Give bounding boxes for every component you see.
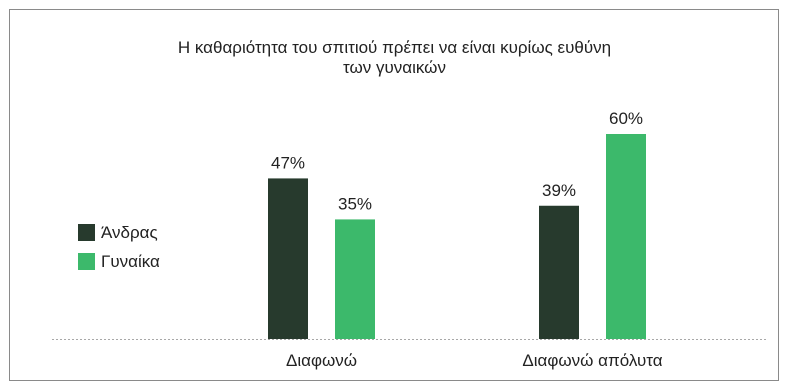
legend-label-women: Γυναίκα: [101, 251, 160, 271]
bar-1-0: [539, 205, 579, 339]
bar-1-1: [606, 134, 646, 339]
chart-title-line-2: των γυναικών: [343, 58, 446, 77]
legend-label-men: Άνδρας: [101, 222, 158, 242]
data-label-1-0: 39%: [542, 181, 576, 200]
data-label-0-1: 35%: [338, 194, 372, 213]
chart-frame: [9, 9, 779, 381]
data-label-0-0: 47%: [271, 153, 305, 172]
x-tick-label-0: Διαφωνώ: [286, 351, 357, 370]
x-tick-label-1: Διαφωνώ απόλυτα: [522, 351, 662, 370]
chart-title-line-1: Η καθαριότητα του σπιτιού πρέπει να είνα…: [177, 38, 612, 57]
legend-item-women: Γυναίκα: [78, 247, 160, 276]
legend-swatch-women: [78, 253, 95, 270]
chart-title: Η καθαριότητα του σπιτιού πρέπει να είνα…: [0, 38, 789, 78]
legend-item-men: Άνδρας: [78, 218, 160, 247]
data-label-1-1: 60%: [609, 109, 643, 128]
legend-swatch-men: [78, 224, 95, 241]
bar-0-0: [268, 178, 308, 339]
chart-legend: Άνδρας Γυναίκα: [78, 218, 160, 276]
bar-0-1: [335, 219, 375, 339]
